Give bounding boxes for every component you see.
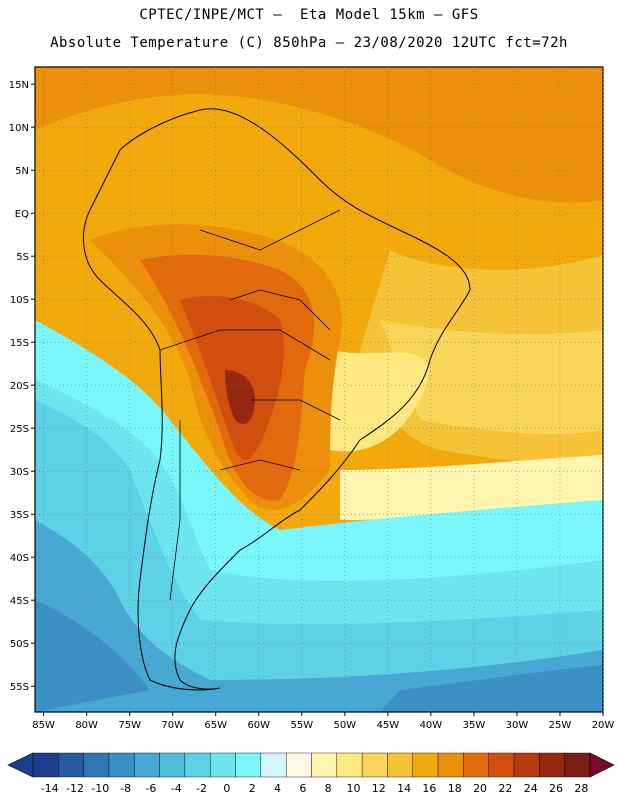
- legend-swatch: [184, 752, 211, 778]
- legend-swatch: [539, 752, 565, 778]
- band-12: [380, 320, 603, 435]
- legend-swatch: [437, 752, 464, 778]
- lat-label: 40S: [10, 553, 29, 564]
- legend-swatch: [336, 752, 363, 778]
- cold-band-neg2: [35, 520, 603, 712]
- legend-label: 2: [249, 782, 256, 795]
- legend-label: 4: [274, 782, 281, 795]
- lon-label: 40W: [420, 720, 443, 731]
- lon-label: 30W: [506, 720, 529, 731]
- lon-label: 45W: [377, 720, 400, 731]
- lat-label: 20S: [10, 381, 29, 392]
- lon-label: 50W: [334, 720, 357, 731]
- legend-label: 10: [346, 782, 360, 795]
- legend-swatch: [488, 752, 515, 778]
- lat-label: 25S: [10, 424, 29, 435]
- legend-label: 20: [473, 782, 487, 795]
- lat-label: 55S: [10, 682, 29, 693]
- lon-label: 70W: [161, 720, 184, 731]
- lon-label: 25W: [549, 720, 572, 731]
- temperature-map: 15N 10N 5N EQ 5S 10S 15S 20S 25S 30S 35S 40S 45S 50S 5…: [9, 66, 614, 731]
- legend-label: -6: [145, 782, 156, 795]
- legend-swatch: [210, 752, 236, 778]
- legend-swatch: [564, 752, 591, 778]
- legend-label: -2: [196, 782, 207, 795]
- legend-label: 6: [299, 782, 306, 795]
- legend-label: 24: [524, 782, 538, 795]
- lon-label: 55W: [290, 720, 313, 731]
- lat-label: 15N: [9, 80, 29, 91]
- country-borders: [159, 209, 341, 601]
- legend-swatch: [513, 752, 540, 778]
- legend-swatch: [108, 752, 135, 778]
- title-line-2: Absolute Temperature (C) 850hPa – 23/08/…: [50, 35, 568, 51]
- legend-swatch: [32, 752, 59, 778]
- warm-band-north: [35, 67, 603, 203]
- legend-swatch: [235, 752, 262, 778]
- lon-label: 75W: [118, 720, 141, 731]
- legend-label: 26: [549, 782, 563, 795]
- title-line-1: CPTEC/INPE/MCT – Eta Model 15km – GFS: [139, 7, 479, 23]
- legend-swatch: [83, 752, 110, 778]
- legend-label: 14: [397, 782, 411, 795]
- lat-label: 10N: [9, 123, 29, 134]
- coastline: [82, 108, 471, 691]
- legend-label: -4: [171, 782, 182, 795]
- legend-low-arrow: [7, 752, 34, 778]
- legend-label: -10: [91, 782, 109, 795]
- lon-label: 65W: [204, 720, 227, 731]
- lat-label: 10S: [10, 295, 29, 306]
- lat-label: 30S: [10, 467, 29, 478]
- lat-label: 5N: [15, 166, 29, 177]
- legend-label: -12: [66, 782, 84, 795]
- legend-swatch: [260, 752, 287, 778]
- legend-label: -8: [120, 782, 131, 795]
- longitude-labels: 85W 80W 75W 70W 65W 60W 55W 50W 45W 40W 35W 30W 25W 2…: [32, 720, 614, 731]
- legend-swatch: [361, 752, 388, 778]
- legend-label: 0: [223, 782, 230, 795]
- lon-label: 35W: [463, 720, 486, 731]
- cold-band-neg4: [35, 600, 603, 712]
- lon-label: 85W: [32, 720, 55, 731]
- lat-label: 45S: [10, 596, 29, 607]
- legend-swatch: [412, 752, 439, 778]
- hot-core-24: [225, 370, 255, 424]
- cold-band-0: [35, 400, 603, 712]
- legend-swatch: [311, 752, 338, 778]
- legend-label: 16: [422, 782, 436, 795]
- band-10: [330, 350, 430, 452]
- legend-swatch: [58, 752, 84, 778]
- legend-label: 22: [498, 782, 512, 795]
- map-frame: [34, 66, 604, 713]
- latitude-labels: 15N 10N 5N EQ 5S 10S 15S 20S 25S 30S 35S 40S 45S 50S 5…: [9, 80, 29, 693]
- lat-label: 50S: [10, 639, 29, 650]
- legend-label: -14: [41, 782, 59, 795]
- lat-label: 35S: [10, 510, 29, 521]
- lon-label: 80W: [75, 720, 98, 731]
- legend-high-arrow: [589, 752, 615, 778]
- band-8: [340, 455, 603, 520]
- legend-swatch: [387, 752, 413, 778]
- lat-label: EQ: [15, 209, 29, 220]
- legend-swatch: [159, 752, 186, 778]
- legend-label: 12: [372, 782, 386, 795]
- legend-swatch: [285, 752, 312, 778]
- lon-label: 20W: [592, 720, 615, 731]
- grid-lines: [31, 67, 604, 716]
- lon-label: 60W: [247, 720, 270, 731]
- legend-swatch: [134, 752, 160, 778]
- legend-label: 18: [448, 782, 462, 795]
- lat-label: 15S: [10, 338, 29, 349]
- legend-label: 8: [325, 782, 332, 795]
- lat-label: 5S: [16, 252, 29, 263]
- legend-label: 28: [574, 782, 588, 795]
- legend-swatch: [463, 752, 489, 778]
